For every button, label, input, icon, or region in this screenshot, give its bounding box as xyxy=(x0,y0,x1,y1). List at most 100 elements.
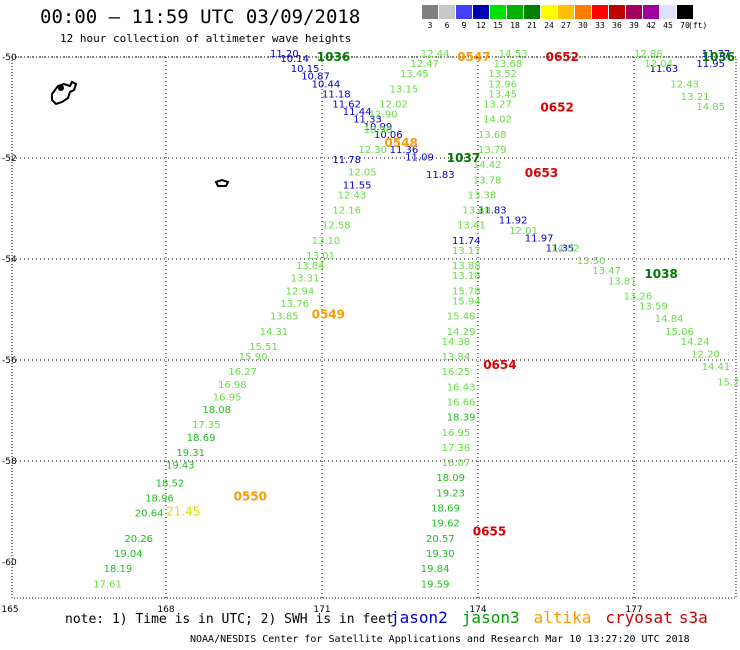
swh-value: 16.43 xyxy=(447,382,476,393)
pass-time-label: 1037 xyxy=(447,151,480,165)
swh-value: 13.45 xyxy=(488,89,517,100)
swh-value: 13.10 xyxy=(312,236,341,247)
map-grid xyxy=(11,56,737,599)
swh-value: 13.01 xyxy=(306,251,335,262)
legend-swatch xyxy=(643,5,659,19)
swh-value: 19.43 xyxy=(166,461,195,472)
swh-value: 11.55 xyxy=(343,180,372,191)
swh-value: 19.62 xyxy=(431,519,460,530)
swh-value: 16.66 xyxy=(447,397,476,408)
swh-value: 13.15 xyxy=(390,84,419,95)
swh-value: 13.78 xyxy=(473,175,502,186)
auckland-islands xyxy=(51,80,78,106)
swh-value: 12.05 xyxy=(348,168,377,179)
swh-value: 16.07 xyxy=(442,458,471,469)
swh-value: 10.99 xyxy=(364,122,393,133)
swh-value: 11.63 xyxy=(650,64,679,75)
swh-value: 11.35 xyxy=(546,243,575,254)
swh-value: 13.38 xyxy=(468,190,497,201)
swh-value: 13.50 xyxy=(577,256,606,267)
legend-label: 21 xyxy=(527,21,537,30)
swh-value: 12.20 xyxy=(691,349,720,360)
swh-value: 18.39 xyxy=(447,413,476,424)
lon-tick-label: 165 xyxy=(1,605,18,615)
swh-value: 13.48 xyxy=(462,206,491,217)
swh-value: 10.15 xyxy=(291,64,320,75)
legend-swatch xyxy=(422,5,438,19)
swh-value: 14.02 xyxy=(551,243,580,254)
legend-swatch xyxy=(439,5,455,19)
legend-label: 15 xyxy=(493,21,503,30)
swh-value: 13.18 xyxy=(452,271,481,282)
lon-tick-label: 177 xyxy=(625,605,642,615)
swh-value: 10.06 xyxy=(374,130,403,141)
lat-tick-label: -52 xyxy=(2,154,17,164)
pass-time-label: 0655 xyxy=(473,525,506,539)
swh-value: 14.84 xyxy=(655,314,684,325)
swh-value: 17.61 xyxy=(93,579,122,590)
swh-value: 11.20 xyxy=(270,49,299,60)
map-border xyxy=(11,56,737,599)
legend-label: 39 xyxy=(629,21,639,30)
pass-time-label: 0652 xyxy=(540,101,573,115)
satellite-cryosat: cryosat xyxy=(605,608,673,627)
swh-value: 11.97 xyxy=(525,233,554,244)
swh-value: 13.68 xyxy=(494,59,523,70)
satellite-s3a: s3a xyxy=(678,608,708,627)
legend-swatch xyxy=(490,5,506,19)
swh-value: 13.68 xyxy=(478,130,507,141)
swh-value: 18.69 xyxy=(187,433,216,444)
swh-value: 11.83 xyxy=(426,170,455,181)
legend-swatch xyxy=(575,5,591,19)
swh-value: 18.08 xyxy=(202,405,231,416)
legend-swatch xyxy=(677,5,693,19)
lat-tick-label: -50 xyxy=(2,53,17,63)
pass-time-label: 0549 xyxy=(312,308,345,322)
swh-value: 12.58 xyxy=(322,221,351,232)
swh-value: 19.30 xyxy=(426,549,455,560)
swh-value: 18.96 xyxy=(145,493,174,504)
swh-value: 19.59 xyxy=(421,579,450,590)
swh-value: 16.27 xyxy=(228,367,257,378)
swh-value: 15.90 xyxy=(239,352,268,363)
swh-value: 11.83 xyxy=(478,206,507,217)
pass-time-label: 1038 xyxy=(644,267,677,281)
swh-value: 14.24 xyxy=(681,337,710,348)
swh-value: 11.33 xyxy=(353,115,382,126)
legend-unit: (ft) xyxy=(688,21,708,30)
swh-value: 11.36 xyxy=(390,145,419,156)
legend-swatch xyxy=(456,5,472,19)
swh-value: 14.29 xyxy=(447,327,476,338)
swh-value: 16.25 xyxy=(442,367,471,378)
swh-value: 13.81 xyxy=(608,276,637,287)
pass-labels: 1036 0547 0652 0652 0548 1037 0653 1038 0549 0654… xyxy=(166,50,735,539)
swh-value: 13.84 xyxy=(442,352,471,363)
swh-value: 12.01 xyxy=(509,226,538,237)
swh-value: 16.98 xyxy=(218,380,247,391)
swh-value: 11.95 xyxy=(696,59,725,70)
swh-value: 12.16 xyxy=(332,206,361,217)
legend-label: 45 xyxy=(663,21,673,30)
swh-value: 13.47 xyxy=(592,266,621,277)
swh-value: 11.78 xyxy=(332,155,361,166)
swh-value: 16.95 xyxy=(442,428,471,439)
legend-label: 30 xyxy=(578,21,588,30)
legend-swatch xyxy=(592,5,608,19)
swh-value: 11.74 xyxy=(452,236,481,247)
swh-value: 15.24 xyxy=(717,377,740,388)
legend-label: 9 xyxy=(461,21,467,30)
swh-value: 15.51 xyxy=(249,342,278,353)
satellite-jason3: jason3 xyxy=(461,608,520,627)
swh-value: 12.04 xyxy=(644,59,673,70)
swh-value: 13.59 xyxy=(639,302,668,313)
swh-value: 14.41 xyxy=(702,362,731,373)
swh-value: 13.79 xyxy=(478,145,507,156)
page-title: 00:00 – 11:59 UTC 03/09/2018 xyxy=(40,6,361,28)
swh-value: 13.27 xyxy=(483,100,512,111)
swh-value: 13.17 xyxy=(452,246,481,257)
axis-labels: 165 168 171 174 177 -50 -52 -54 -56 -58 -60 xyxy=(1,53,642,615)
coastline xyxy=(51,80,230,187)
swh-value: 19.23 xyxy=(436,488,465,499)
swh-value: 10.14 xyxy=(280,54,309,65)
